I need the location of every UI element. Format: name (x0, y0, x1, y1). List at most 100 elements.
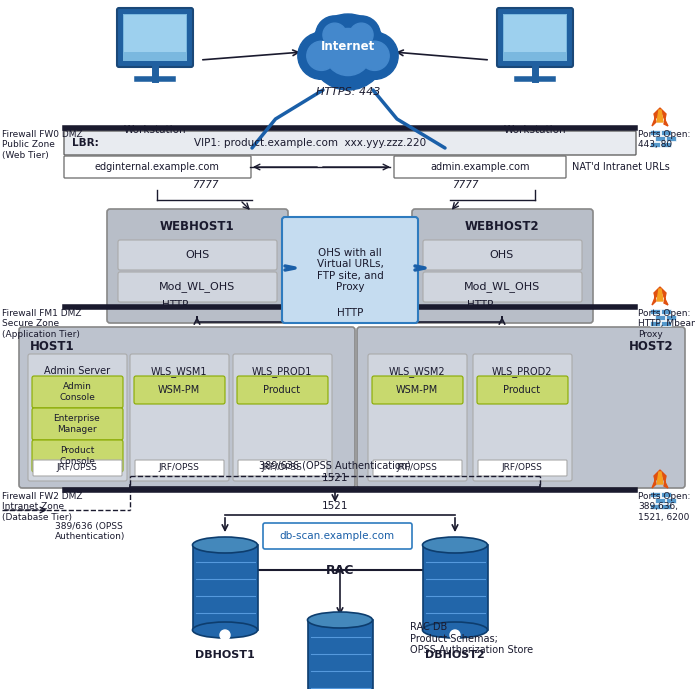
Bar (193, 545, 258, 630)
Circle shape (360, 41, 389, 70)
Text: Product
Console: Product Console (59, 446, 95, 466)
Bar (655, 136, 665, 141)
Text: 7777: 7777 (192, 180, 218, 190)
Circle shape (220, 630, 230, 640)
FancyBboxPatch shape (478, 460, 567, 476)
Bar (650, 142, 660, 147)
Circle shape (323, 23, 347, 47)
Text: Firewall FW0 DMZ
Public Zone
(Web Tier): Firewall FW0 DMZ Public Zone (Web Tier) (2, 130, 83, 160)
FancyBboxPatch shape (282, 217, 418, 323)
FancyBboxPatch shape (134, 376, 225, 404)
Bar (504, 15, 566, 52)
Text: admin.example.com: admin.example.com (430, 162, 530, 172)
FancyBboxPatch shape (394, 156, 566, 178)
Text: HOST1: HOST1 (30, 340, 74, 353)
Text: JRF/OPSS: JRF/OPSS (56, 464, 97, 473)
FancyBboxPatch shape (117, 8, 193, 67)
Ellipse shape (193, 537, 258, 553)
Text: 389/636 (OPSS Authentication): 389/636 (OPSS Authentication) (259, 461, 411, 471)
Circle shape (310, 14, 386, 90)
FancyBboxPatch shape (372, 376, 463, 404)
Text: JRF/OPSS: JRF/OPSS (397, 464, 437, 473)
FancyBboxPatch shape (477, 376, 568, 404)
Polygon shape (657, 472, 663, 484)
Text: Workstation: Workstation (504, 125, 566, 135)
FancyBboxPatch shape (238, 460, 327, 476)
Circle shape (306, 41, 336, 70)
Text: Product: Product (263, 385, 300, 395)
Text: DBHOST1: DBHOST1 (195, 650, 255, 660)
FancyBboxPatch shape (32, 408, 123, 440)
Text: 389/636 (OPSS
Authentication): 389/636 (OPSS Authentication) (55, 522, 125, 542)
FancyBboxPatch shape (237, 376, 328, 404)
Text: Ports Open:
HTTP, Mbean
Proxy: Ports Open: HTTP, Mbean Proxy (638, 309, 695, 339)
FancyBboxPatch shape (412, 209, 593, 323)
Bar (423, 545, 488, 630)
Text: WLS_WSM2: WLS_WSM2 (389, 366, 445, 377)
Text: HTTPS: 443: HTTPS: 443 (316, 87, 380, 97)
FancyBboxPatch shape (135, 460, 224, 476)
Bar (655, 498, 665, 503)
Text: WEBHOST2: WEBHOST2 (465, 220, 539, 232)
FancyBboxPatch shape (118, 272, 277, 302)
Text: Enterprise
Manager: Enterprise Manager (54, 414, 100, 433)
FancyBboxPatch shape (423, 240, 582, 270)
Circle shape (450, 630, 460, 640)
Text: WSM-PM: WSM-PM (158, 385, 200, 395)
Text: Admin
Console: Admin Console (59, 382, 95, 402)
FancyBboxPatch shape (28, 354, 127, 481)
FancyBboxPatch shape (107, 209, 288, 323)
Polygon shape (657, 289, 663, 301)
Bar (661, 321, 671, 326)
Circle shape (298, 32, 345, 79)
Bar (124, 15, 186, 52)
Text: HTTP: HTTP (337, 308, 363, 318)
FancyBboxPatch shape (423, 272, 582, 302)
Text: OHS with all
Virtual URLs,
FTP site, and
Proxy: OHS with all Virtual URLs, FTP site, and… (316, 247, 384, 292)
FancyBboxPatch shape (373, 460, 462, 476)
FancyBboxPatch shape (64, 156, 251, 178)
Polygon shape (652, 287, 668, 305)
Text: edginternal.example.com: edginternal.example.com (95, 162, 220, 172)
Circle shape (350, 23, 373, 47)
Bar (650, 309, 660, 314)
FancyBboxPatch shape (263, 523, 412, 549)
Text: Firewall FW2 DMZ
Intranet Zone
(Database Tier): Firewall FW2 DMZ Intranet Zone (Database… (2, 492, 83, 522)
Text: Workstation: Workstation (124, 125, 186, 135)
Bar (503, 14, 567, 61)
Text: RAC DB
Product Schemas;
OPSS Authorization Store: RAC DB Product Schemas; OPSS Authorizati… (410, 622, 533, 655)
Text: LBR:: LBR: (72, 138, 99, 148)
Text: Ports Open:
443, 80: Ports Open: 443, 80 (638, 130, 690, 150)
FancyBboxPatch shape (357, 327, 685, 488)
Bar (661, 309, 671, 314)
Text: Product: Product (503, 385, 541, 395)
Bar (661, 504, 671, 509)
FancyBboxPatch shape (32, 376, 123, 408)
Text: Mod_WL_OHS: Mod_WL_OHS (159, 282, 235, 292)
Text: JRF/OPSS: JRF/OPSS (261, 464, 302, 473)
Bar (650, 321, 660, 326)
Bar (666, 315, 676, 320)
Bar (661, 142, 671, 147)
Text: DBHOST2: DBHOST2 (425, 650, 485, 660)
FancyBboxPatch shape (118, 240, 277, 270)
Text: WSM-PM: WSM-PM (396, 385, 438, 395)
FancyBboxPatch shape (32, 440, 123, 472)
Ellipse shape (423, 622, 487, 638)
Text: db-scan.example.com: db-scan.example.com (279, 531, 395, 541)
Bar (650, 504, 660, 509)
FancyBboxPatch shape (368, 354, 467, 481)
FancyBboxPatch shape (33, 460, 122, 476)
Bar (308, 620, 373, 689)
Bar (123, 14, 187, 61)
Ellipse shape (307, 612, 373, 628)
FancyBboxPatch shape (19, 327, 355, 488)
Text: OHS: OHS (185, 250, 209, 260)
FancyBboxPatch shape (233, 354, 332, 481)
Text: RAC: RAC (326, 564, 354, 577)
FancyBboxPatch shape (497, 8, 573, 67)
Bar (655, 315, 665, 320)
Text: HOST2: HOST2 (630, 340, 674, 353)
Circle shape (316, 16, 354, 54)
Bar (661, 492, 671, 497)
